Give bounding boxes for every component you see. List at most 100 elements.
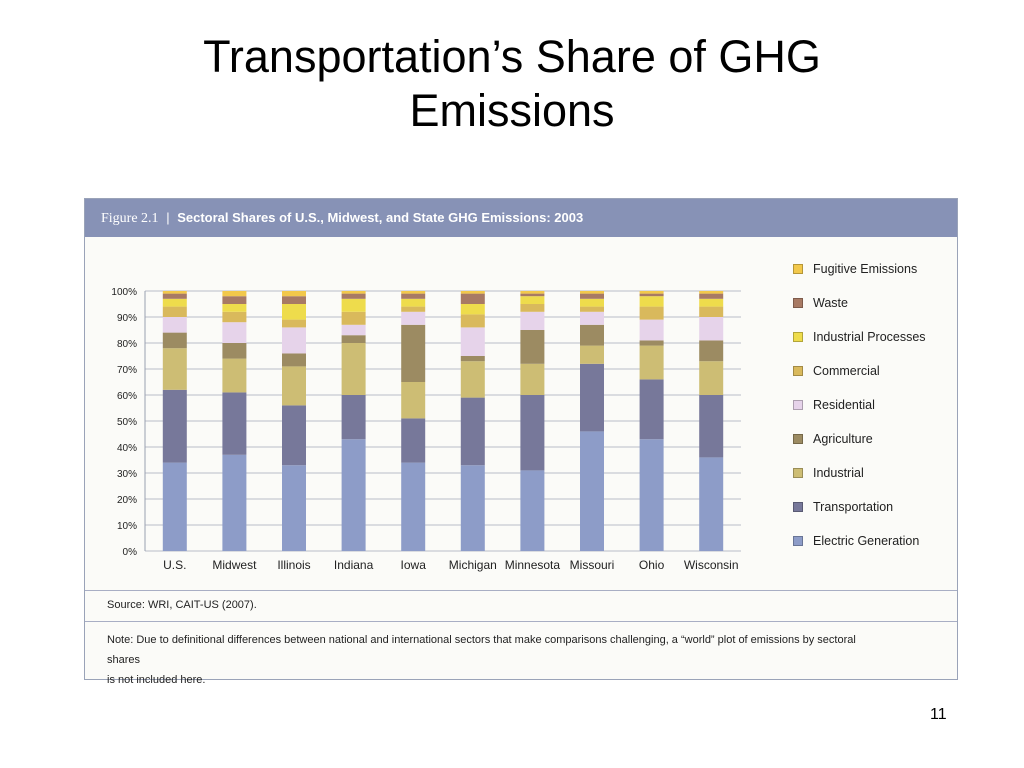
bar-segment-waste: [222, 296, 247, 304]
figure-title: Sectoral Shares of U.S., Midwest, and St…: [177, 210, 584, 225]
figure-note-line-1: Note: Due to definitional differences be…: [107, 634, 856, 666]
x-tick-label: Wisconsin: [684, 558, 739, 572]
bar-segment-residential: [639, 319, 664, 341]
bar-segment-industrial-processes: [460, 304, 485, 315]
bar-segment-fugitive-emissions: [639, 291, 664, 294]
legend-swatch: [793, 264, 803, 274]
x-tick-label: Midwest: [212, 558, 257, 572]
bar-segment-commercial: [460, 314, 485, 328]
bar-segment-agriculture: [639, 340, 664, 346]
bar-segment-commercial: [580, 306, 604, 312]
bar-segment-residential: [580, 311, 604, 325]
legend-swatch: [793, 366, 803, 376]
bar-segment-commercial: [639, 306, 664, 320]
legend-label: Agriculture: [813, 432, 873, 446]
bar-segment-transportation: [520, 395, 545, 471]
page-number: 11: [930, 706, 947, 723]
bar-segment-waste: [460, 293, 485, 304]
bar-segment-agriculture: [341, 335, 366, 343]
y-tick-label: 50%: [117, 417, 137, 428]
bar-segment-agriculture: [282, 353, 306, 367]
bar-segment-residential: [222, 322, 247, 343]
bar-segment-industrial-processes: [520, 296, 545, 304]
figure-header: Figure 2.1 | Sectoral Shares of U.S., Mi…: [85, 199, 957, 237]
bar-segment-industrial: [699, 361, 724, 395]
slide-title: Transportation’s Share of GHG Emissions: [0, 30, 1024, 138]
y-tick-label: 0%: [123, 547, 138, 558]
legend-swatch: [793, 298, 803, 308]
bar-segment-waste: [401, 293, 426, 299]
bar-segment-electric-generation: [520, 470, 545, 551]
legend-swatch: [793, 400, 803, 410]
bar-segment-agriculture: [401, 324, 426, 382]
bar-segment-industrial: [162, 348, 187, 390]
x-tick-label: Indiana: [334, 558, 374, 572]
bar-segment-transportation: [162, 389, 187, 463]
bar-segment-residential: [162, 317, 187, 333]
bar-segment-residential: [460, 327, 485, 356]
bar-segment-residential: [699, 317, 724, 341]
bar-segment-waste: [341, 293, 366, 299]
bar-segment-waste: [162, 293, 187, 299]
figure-label: Figure 2.1: [101, 211, 159, 226]
bar-segment-fugitive-emissions: [222, 291, 247, 297]
legend-label: Industrial: [813, 466, 864, 480]
x-tick-label: Michigan: [449, 558, 497, 572]
bar-segment-waste: [520, 293, 545, 297]
bar-segment-industrial: [639, 345, 664, 380]
bar-segment-transportation: [460, 397, 485, 466]
bar-segment-industrial: [580, 345, 604, 364]
figure-separator: |: [166, 210, 170, 225]
bar-segment-transportation: [580, 363, 604, 432]
bar-segment-commercial: [520, 304, 545, 312]
bar-segment-electric-generation: [460, 465, 485, 551]
bar-segment-industrial-processes: [639, 296, 664, 307]
bar-segment-residential: [282, 327, 306, 354]
y-tick-label: 40%: [117, 443, 137, 454]
y-tick-label: 20%: [117, 495, 137, 506]
bar-segment-fugitive-emissions: [699, 291, 724, 294]
bar-segment-agriculture: [222, 343, 247, 359]
bar-segment-fugitive-emissions: [520, 291, 545, 294]
y-tick-label: 30%: [117, 469, 137, 480]
legend-swatch: [793, 502, 803, 512]
bar-segment-agriculture: [520, 330, 545, 364]
legend-label: Industrial Processes: [813, 330, 926, 344]
bar-segment-industrial-processes: [580, 298, 604, 307]
y-tick-label: 90%: [117, 313, 137, 324]
bar-segment-industrial: [222, 358, 247, 393]
figure-note: Note: Due to definitional differences be…: [107, 630, 867, 690]
bar-segment-electric-generation: [341, 439, 366, 551]
legend-swatch: [793, 434, 803, 444]
legend-label: Electric Generation: [813, 534, 920, 548]
bar-segment-transportation: [282, 405, 306, 466]
bar-segment-fugitive-emissions: [401, 291, 426, 294]
bar-segment-industrial-processes: [282, 304, 306, 320]
bar-segment-transportation: [341, 395, 366, 440]
bar-segment-commercial: [222, 311, 247, 323]
legend-label: Transportation: [813, 500, 894, 514]
note-divider: [85, 621, 957, 622]
bar-segment-industrial: [460, 361, 485, 398]
bar-segment-commercial: [282, 319, 306, 328]
legend-label: Fugitive Emissions: [813, 262, 918, 276]
legend-label: Waste: [813, 296, 848, 310]
bar-segment-waste: [699, 293, 724, 299]
stacked-bar-chart: 0% 10% 20% 30% 40% 50% 60% 70% 80% 90% 100% U.S. Mid…: [111, 287, 741, 572]
x-tick-label: Minnesota: [505, 558, 561, 572]
bar-segment-industrial: [520, 363, 545, 395]
bar-segment-waste: [639, 293, 664, 297]
bar-segment-industrial-processes: [699, 298, 724, 307]
bar-segment-fugitive-emissions: [341, 291, 366, 294]
bar-segment-transportation: [639, 379, 664, 440]
bar-segment-agriculture: [699, 340, 724, 362]
bar-segment-transportation: [401, 418, 426, 463]
bar-segment-electric-generation: [222, 454, 247, 551]
bar-segment-residential: [401, 311, 426, 325]
bar-segment-agriculture: [580, 324, 604, 346]
x-tick-label: Iowa: [401, 558, 427, 572]
bar-segment-industrial-processes: [222, 304, 247, 312]
bar-segment-fugitive-emissions: [580, 291, 604, 294]
bar-segment-electric-generation: [699, 457, 724, 551]
bar-segment-waste: [580, 293, 604, 299]
